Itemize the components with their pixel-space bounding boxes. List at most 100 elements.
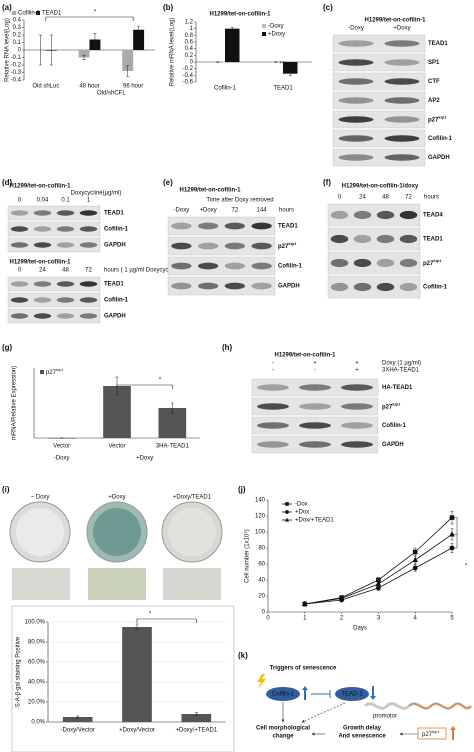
blot-band [251, 262, 272, 270]
blot-band [338, 40, 374, 47]
lightning [257, 674, 266, 689]
lane-unit: hours [279, 208, 294, 214]
blot-band [33, 226, 52, 232]
legend-marker [285, 517, 289, 522]
blot-band [171, 242, 192, 250]
blot-band [224, 242, 246, 250]
blot-band [376, 210, 395, 220]
blot-band [338, 154, 374, 161]
outcome-label: Cell morphological [256, 726, 310, 732]
blot-strip [167, 256, 276, 276]
lane-label: -Doxy [348, 26, 364, 32]
lane-label: 24 [39, 268, 46, 274]
blot-band [341, 441, 373, 448]
y-tick-label: 80 [258, 546, 265, 552]
blot-band [341, 384, 373, 391]
y-axis-label: Relative RNA level(Log) [5, 18, 11, 82]
lane-label: 144 [257, 208, 268, 214]
x-tick-label: Vector [53, 444, 70, 450]
micrograph [88, 568, 146, 600]
blot-band [376, 258, 395, 268]
blot-strip [332, 110, 426, 129]
y-tick-label: 100 [255, 530, 266, 536]
y-tick-label: 0.6 [185, 40, 194, 46]
blot-band [338, 59, 374, 66]
error-bar [137, 26, 141, 33]
blot-strip [7, 237, 101, 253]
blot-band [33, 242, 52, 248]
blot-row-label: p27kip1 [428, 115, 447, 124]
significance-bracket [116, 384, 173, 389]
blot-band [384, 135, 420, 142]
bar [122, 627, 152, 722]
blot-row-label-base: p27 [382, 404, 393, 410]
y-tick-label: 0.8 [185, 33, 194, 39]
bar [62, 717, 93, 722]
dish-label: +Doxy/TEAD1 [173, 495, 212, 501]
legend-label: -Dox [295, 502, 308, 508]
x-tick-label: +Doxy/+TEAD1 [175, 728, 217, 734]
p27-box [417, 727, 447, 740]
point [338, 595, 345, 601]
lane-label: 0 [18, 268, 22, 274]
chart-title: H1299/tet-on-cofilin-1 [209, 12, 271, 18]
condition-sign: - [314, 368, 316, 374]
legend-label: p27kip1 [46, 367, 64, 376]
error-bar [82, 55, 86, 60]
panel-label: (e) [163, 178, 173, 187]
blot-band [10, 297, 29, 303]
point [301, 600, 308, 607]
blot-band [257, 403, 289, 410]
x-tick-label: 48 hour [79, 84, 99, 90]
blot-band [330, 258, 349, 268]
dish [168, 508, 216, 556]
legend-label-sup: kip1 [56, 367, 64, 372]
panel-label: (a) [2, 3, 12, 12]
x-tick-label: -Doxy/Vector [60, 728, 94, 734]
panel-label: (d) [2, 178, 13, 187]
lane-label: +Doxy [393, 26, 410, 32]
bar [122, 50, 134, 71]
up-arrow [302, 686, 308, 700]
line [304, 534, 453, 605]
y-tick-label: 1 [190, 26, 194, 32]
blot-band [224, 262, 246, 270]
y-tick-label: -0.2 [11, 63, 22, 69]
y-axis-label: S-A-β-gal staining Positive [16, 636, 22, 707]
blot-row-label: GAPDH [104, 314, 126, 320]
blot-band [251, 222, 272, 230]
blot-band [251, 242, 272, 250]
line [304, 517, 453, 605]
error-bar [230, 27, 234, 30]
error-bar [135, 623, 139, 631]
micrograph [12, 568, 70, 600]
error-bar [216, 61, 220, 63]
error-bar [93, 33, 97, 46]
blot-band [399, 210, 418, 220]
group-label: +Doxy [136, 456, 153, 462]
blot-band [224, 222, 246, 230]
blot-band [338, 78, 374, 85]
blot-band [197, 222, 219, 230]
blot-band [338, 116, 374, 123]
condition-label: Doxy (1 µg/ml) [382, 361, 421, 367]
blot-row-label: TEAD1 [104, 211, 124, 217]
p27-label-sup: kip1 [432, 729, 440, 734]
panel-label: (k) [238, 651, 248, 660]
y-tick-label: 0.4 [185, 46, 194, 52]
point [449, 531, 455, 537]
lane-label: 0.04 [37, 198, 49, 204]
blot-band [384, 59, 420, 66]
blot-band [353, 258, 372, 268]
point [412, 556, 419, 563]
dish [93, 508, 141, 556]
x-tick-label: 1 [303, 616, 307, 622]
x-tick-label: 5 [450, 616, 454, 622]
error-bar [126, 65, 130, 77]
error-bar [170, 402, 174, 414]
x-axis-label: Days [353, 626, 367, 632]
blot-band [257, 384, 289, 391]
y-tick-label: 0.0% [31, 720, 45, 726]
blot-band [399, 282, 418, 292]
